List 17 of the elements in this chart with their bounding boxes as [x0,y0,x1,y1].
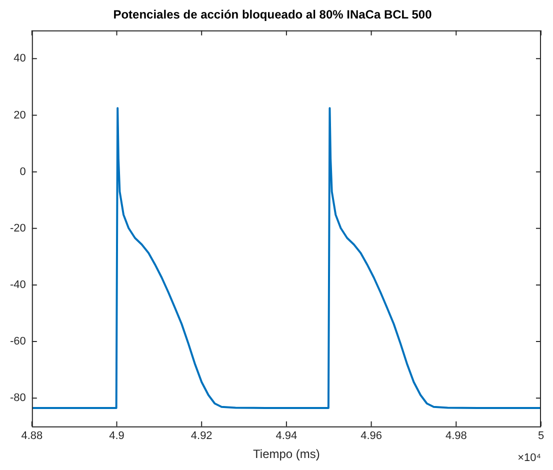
x-tick-label: 4.98 [445,430,467,442]
x-tick-label: 5 [538,430,544,442]
chart-title: Potenciales de acción bloqueado al 80% INaCa BCL 500 [113,8,432,22]
x-tick-label: 4.92 [190,430,212,442]
y-tick-label: -40 [10,279,26,292]
x-tick-label: 4.96 [360,430,382,442]
y-tick-label: 0 [20,166,26,178]
y-tick-label: 40 [14,52,26,65]
y-tick-label: -80 [10,392,26,404]
y-tick-label: -60 [10,336,26,348]
x-tick-label: 4.94 [276,430,298,442]
x-axis-title: Tiempo (ms) [253,447,320,462]
x-tick-label: 4.9 [109,430,124,442]
y-tick-label: 20 [14,109,26,122]
y-tick-label: -20 [10,222,26,234]
x-tick-label: 4.88 [21,430,43,442]
text: ×10⁴ [518,452,542,464]
